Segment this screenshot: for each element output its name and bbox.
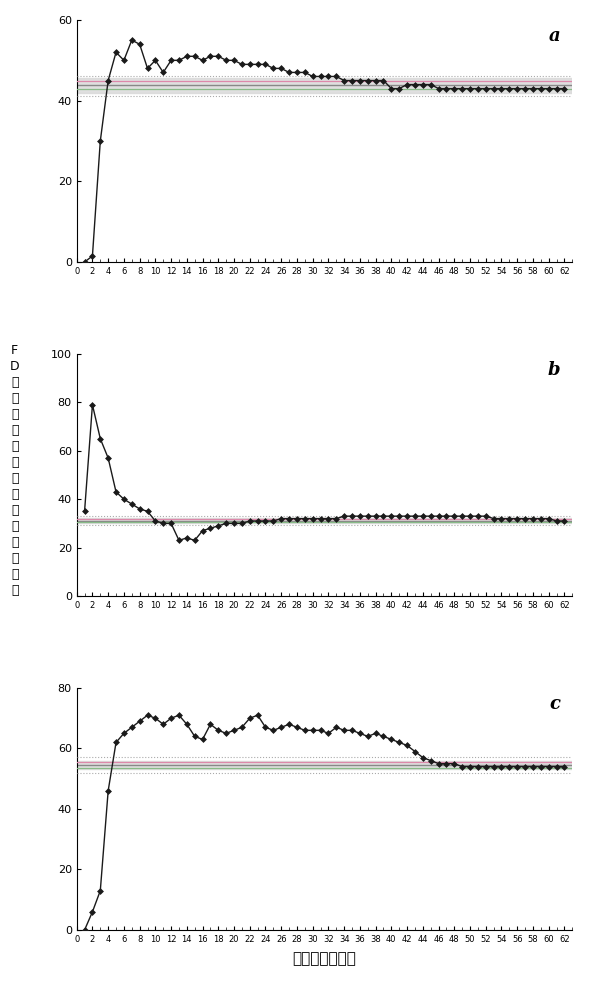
Bar bbox=[77, 78, 572, 93]
Text: c: c bbox=[549, 695, 560, 713]
Text: b: b bbox=[548, 361, 560, 379]
Bar bbox=[77, 518, 572, 523]
Bar bbox=[77, 761, 572, 769]
Text: F
D
期
胞
饮
突
占
总
胞
饮
突
数
量
百
分
比: F D 期 胞 饮 突 占 总 胞 饮 突 数 量 百 分 比 bbox=[10, 344, 19, 596]
X-axis label: 胞饮突视野个数: 胞饮突视野个数 bbox=[293, 951, 356, 966]
Text: a: a bbox=[548, 27, 560, 45]
